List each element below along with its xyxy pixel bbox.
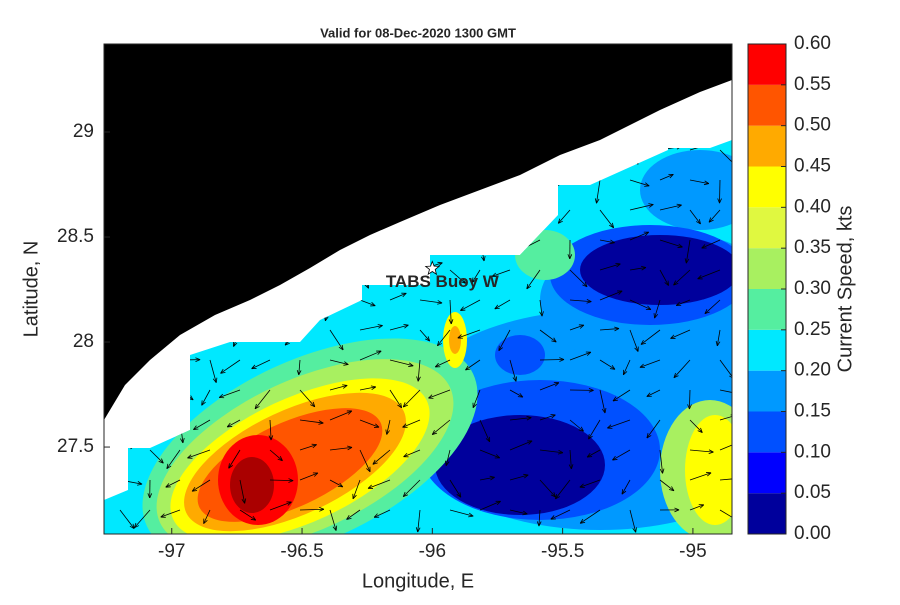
vector-head (100, 277, 103, 281)
colorbar-label: Current Speed, kts (834, 206, 856, 373)
colorbar-tick-label: 0.60 (794, 33, 831, 54)
colorbar-tick-label: 0.10 (794, 441, 831, 462)
colorbar-band (748, 493, 786, 534)
vector-head (735, 442, 739, 446)
colorbar-tick-label: 0.40 (794, 196, 831, 217)
colorbar-band (748, 44, 786, 85)
vector-head (644, 186, 649, 187)
x-tick-label: -96.5 (280, 541, 323, 562)
colorbar-band (748, 330, 786, 371)
vector-head (738, 395, 743, 396)
vector-head (738, 392, 742, 395)
vector-head (654, 313, 655, 318)
vector-head (734, 516, 737, 520)
colorbar-tick-label: 0.30 (794, 278, 831, 299)
vector-head (734, 162, 736, 167)
colorbar-band (748, 207, 786, 248)
colorbar-band (748, 452, 786, 493)
colorbar-band (748, 371, 786, 412)
vector-head (518, 397, 523, 398)
x-tick-label: -95 (679, 541, 706, 562)
colorbar-band (748, 126, 786, 167)
colorbar-tick-label: 0.50 (794, 115, 831, 136)
colorbar-band (748, 167, 786, 208)
colorbar-band (748, 85, 786, 126)
colorbar-tick-label: 0.35 (794, 237, 831, 258)
vector-head (732, 374, 733, 379)
x-tick-label: -96 (419, 541, 446, 562)
y-tick-label: 28 (73, 331, 94, 352)
y-tick-label: 27.5 (57, 436, 94, 457)
colorbar-tick-label: 0.45 (794, 156, 831, 177)
colorbar-band (748, 289, 786, 330)
y-tick-label: 29 (73, 121, 94, 142)
colorbar-band (748, 248, 786, 289)
x-tick-label: -97 (158, 541, 185, 562)
station-label: TABS Buoy W (386, 272, 500, 291)
vector-head (336, 526, 337, 531)
colorbar-tick-label: 0.20 (794, 360, 831, 381)
vector-head (739, 478, 743, 480)
colorbar-band (748, 412, 786, 453)
vector-head (732, 520, 737, 521)
colorbar-tick-label: 0.05 (794, 482, 831, 503)
vector-head (615, 263, 620, 264)
colorbar-tick-label: 0.15 (794, 401, 831, 422)
vector-head (739, 476, 744, 478)
vector (540, 359, 564, 360)
x-tick-label: -95.5 (541, 541, 584, 562)
title: Valid for 08-Dec-2020 1300 GMT (320, 25, 516, 40)
y-axis-label: Latitude, N (20, 241, 42, 338)
colorbar-tick-label: 0.25 (794, 319, 831, 340)
vector-head (622, 489, 623, 494)
colorbar-tick-label: 0.55 (794, 74, 831, 95)
colorbar-tick-label: 0.00 (794, 523, 831, 544)
x-axis-label: Longitude, E (362, 570, 474, 592)
y-tick-label: 28.5 (57, 226, 94, 247)
